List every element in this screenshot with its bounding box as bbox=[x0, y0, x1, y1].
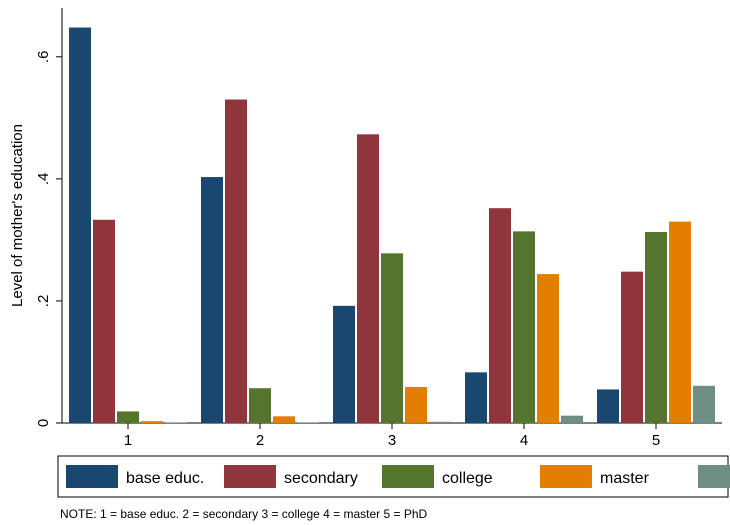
bar-2-1 bbox=[225, 99, 247, 423]
bar-4-1 bbox=[489, 208, 511, 423]
bar-4-2 bbox=[513, 231, 535, 423]
bar-1-4 bbox=[165, 422, 187, 423]
legend-label: base educ. bbox=[126, 470, 204, 487]
bar-3-3 bbox=[405, 386, 427, 423]
x-tick-label: 1 bbox=[124, 432, 132, 449]
x-tick-label: 5 bbox=[652, 432, 660, 449]
y-tick-label: .2 bbox=[35, 295, 52, 308]
bar-4-3 bbox=[537, 274, 559, 423]
legend-swatch bbox=[224, 465, 276, 488]
y-tick-label: .6 bbox=[35, 51, 52, 64]
bar-2-3 bbox=[273, 416, 295, 423]
y-ticks: 0 .2 .4 .6 bbox=[35, 51, 62, 427]
bar-4-4 bbox=[561, 415, 583, 423]
bar-5-0 bbox=[597, 389, 619, 423]
bar-2-2 bbox=[249, 388, 271, 423]
legend-swatch bbox=[382, 465, 434, 488]
legend-label: college bbox=[442, 470, 493, 487]
x-ticks: 1 2 3 4 5 bbox=[124, 423, 660, 449]
bar-4-0 bbox=[465, 372, 487, 423]
bar-3-2 bbox=[381, 253, 403, 423]
legend-swatch bbox=[66, 465, 118, 488]
y-tick-label: 0 bbox=[35, 419, 52, 427]
y-tick-label: .4 bbox=[35, 173, 52, 186]
bar-2-0 bbox=[201, 177, 223, 423]
x-tick-label: 3 bbox=[388, 432, 396, 449]
bars bbox=[69, 27, 715, 424]
bar-5-2 bbox=[645, 231, 667, 423]
bar-5-4 bbox=[693, 385, 715, 423]
legend-swatch bbox=[540, 465, 592, 488]
legend-label: secondary bbox=[284, 470, 358, 487]
bar-3-1 bbox=[357, 134, 379, 424]
bar-1-3 bbox=[141, 421, 163, 423]
bar-5-3 bbox=[669, 221, 691, 423]
bar-1-0 bbox=[69, 27, 91, 423]
bar-1-1 bbox=[93, 219, 115, 423]
y-axis-title: Level of mother's education bbox=[9, 124, 26, 307]
chart-note: NOTE: 1 = base educ. 2 = secondary 3 = c… bbox=[60, 507, 428, 521]
bar-3-4 bbox=[429, 421, 451, 423]
legend-swatch bbox=[698, 465, 730, 488]
legend-label: master bbox=[600, 470, 650, 487]
bar-1-2 bbox=[117, 411, 139, 423]
legend: base educ.secondarycollegemasterPhD bbox=[57, 455, 730, 498]
bar-5-1 bbox=[621, 271, 643, 423]
bar-3-0 bbox=[333, 305, 355, 423]
bar-2-4 bbox=[297, 422, 319, 423]
x-tick-label: 4 bbox=[520, 432, 528, 449]
x-tick-label: 2 bbox=[256, 432, 264, 449]
